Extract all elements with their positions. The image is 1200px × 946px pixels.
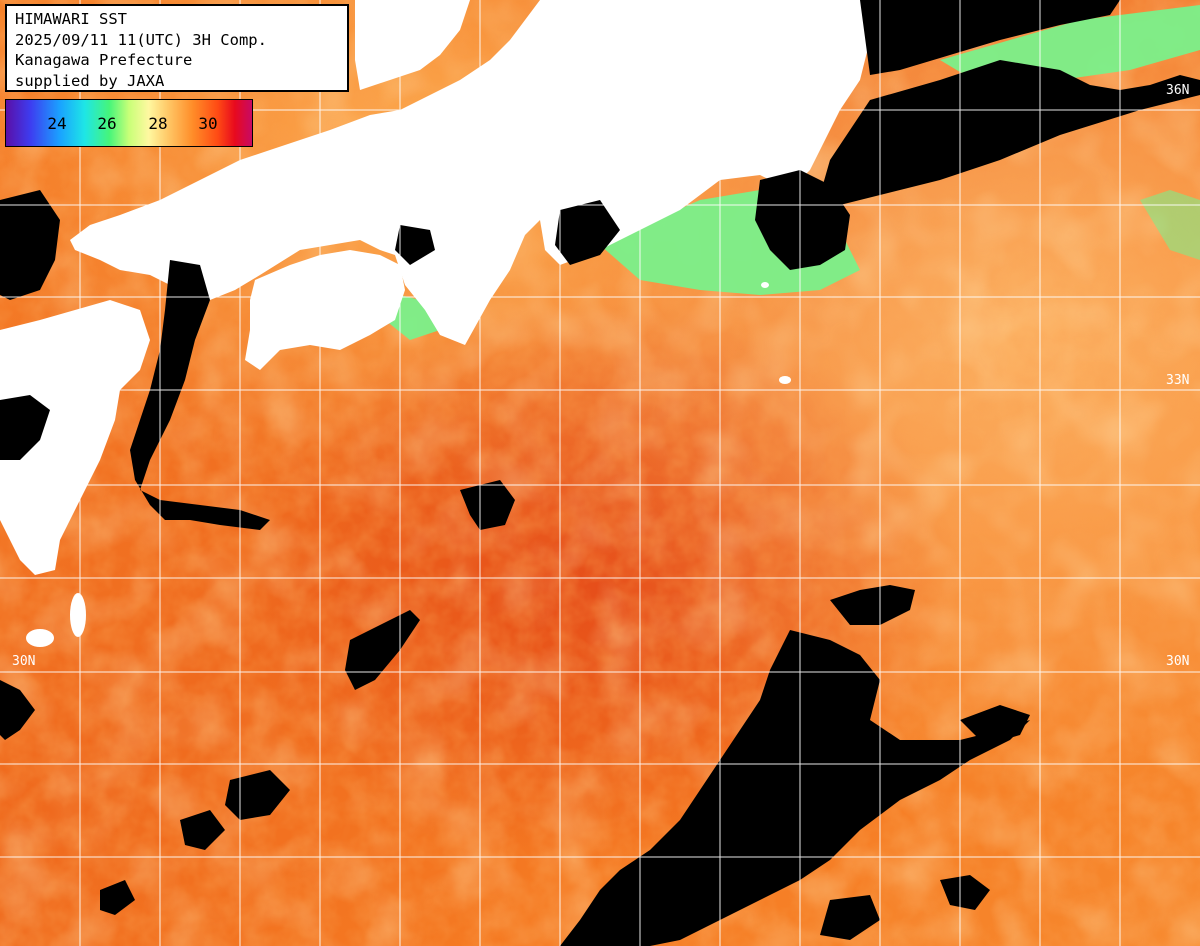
land-island-tanegashima [70, 593, 86, 637]
product-title: HIMAWARI SST [15, 10, 127, 28]
land-island-hachijo [779, 376, 791, 384]
colorbar-tick-28: 28 [148, 114, 168, 133]
color-scale-legend: 24 26 28 30 [5, 99, 253, 147]
land-honshu [70, 0, 870, 345]
land-korea-coast [355, 0, 470, 90]
info-box: HIMAWARI SST 2025/09/11 11(UTC) 3H Comp.… [5, 4, 349, 92]
lat-label-30n-right: 30N [1166, 654, 1190, 669]
publisher-name: Kanagawa Prefecture [15, 51, 193, 69]
lat-label-36n-right: 36N [1166, 83, 1190, 98]
data-credit: supplied by JAXA [15, 71, 165, 90]
land-masses [0, 0, 870, 647]
land-island-small-2 [761, 282, 769, 288]
colorbar-tick-26: 26 [97, 114, 117, 133]
colorbar-tick-24: 24 [47, 114, 67, 133]
colorbar-tick-30: 30 [198, 114, 218, 133]
land-kyushu [0, 300, 150, 575]
land-island-small-1 [480, 151, 500, 179]
lat-label-33n-right: 33N [1166, 373, 1190, 388]
lat-label-30n-left: 30N [12, 654, 36, 669]
lat-label-33-left: 33 [12, 375, 28, 390]
land-island-yakushima [26, 629, 54, 647]
observation-timestamp: 2025/09/11 11(UTC) 3H Comp. [15, 30, 267, 49]
land-shikoku [245, 250, 405, 370]
